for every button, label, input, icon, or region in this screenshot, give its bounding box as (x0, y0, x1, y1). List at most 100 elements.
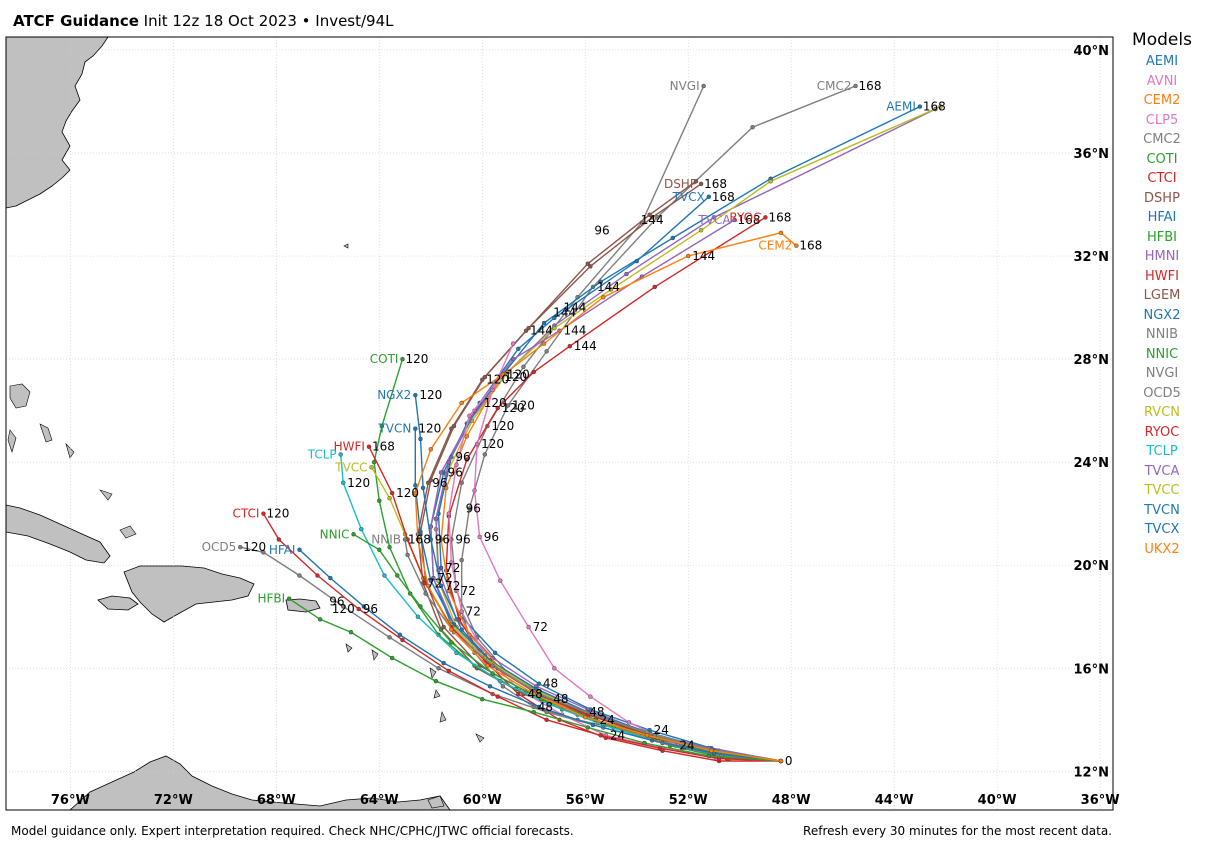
legend-item-aemi: AEMI (1145, 54, 1179, 69)
lon-tick-label: 36°W (1081, 793, 1120, 808)
track-point (711, 215, 717, 220)
tau-label: 144 (692, 249, 715, 263)
tau-label: 144 (564, 301, 587, 315)
track-point (608, 287, 614, 292)
track-point (377, 547, 382, 552)
legend-item-ngx2: NGX2 (1143, 307, 1181, 323)
track-point (431, 575, 436, 581)
legend-item-nvgi: NVGI (1145, 366, 1179, 381)
tau-label: 120 (243, 540, 266, 554)
land-bahamas-3 (39, 423, 53, 443)
model-legend: Models AEMI AVNI CEM2 CLP5 CMC2 COTI CTCI DSHP H… (1118, 30, 1206, 559)
land-lesser-antilles-2 (433, 689, 441, 699)
track-point (585, 261, 591, 266)
track-point (498, 678, 503, 684)
track-label-tvcx: TVCX (672, 190, 705, 204)
track-label-tclp: TCLP (307, 447, 337, 461)
track-point (315, 573, 320, 578)
legend-item-hfbi: HFBI (1146, 229, 1177, 245)
track-point (472, 488, 477, 493)
tau-label: 120 (502, 401, 525, 415)
tau-label: 168 (408, 532, 431, 546)
track-point (480, 697, 485, 702)
track-point (436, 666, 441, 671)
tau-label: 96 (455, 450, 470, 464)
track-point (449, 560, 454, 565)
tau-label: 168 (768, 210, 791, 224)
title-rest: Init 12z 18 Oct 2023 • Invest/94L (143, 12, 394, 30)
tau-label: 96 (329, 594, 344, 608)
track-point (405, 552, 410, 558)
lon-tick-label: 60°W (463, 793, 502, 808)
legend-item-nnic: NNIC (1145, 346, 1179, 362)
track-point (413, 392, 418, 398)
track-ryoc (445, 216, 781, 762)
track-label-nnic: NNIC (320, 527, 350, 541)
lon-tick-label: 76°W (51, 793, 90, 808)
tau-label: 96 (435, 532, 450, 546)
track-point (498, 578, 503, 583)
track-point (698, 228, 704, 233)
track-point (649, 215, 655, 220)
tau-label: 168 (372, 440, 395, 454)
track-point (261, 511, 266, 516)
land-bahamas-4 (65, 442, 75, 459)
track-point (552, 325, 557, 331)
track-point (516, 346, 521, 351)
track-point (778, 230, 784, 236)
legend-item-hwfi: HWFI (1145, 268, 1179, 284)
track-point (389, 490, 395, 496)
legend-item-coti: COTI (1146, 151, 1178, 167)
lat-tick-label: 16°N (1074, 662, 1109, 677)
track-point (794, 243, 799, 248)
track-point (732, 217, 737, 223)
track-point (768, 179, 773, 184)
tau-label: 96 (484, 530, 499, 544)
longitude-tick-labels: 76°W 72°W 68°W 64°W 60°W 56°W 52°W 48°W 44°W 40°W… (51, 793, 1120, 808)
track-point (495, 694, 500, 699)
track-point (598, 279, 603, 284)
track-point (459, 609, 464, 614)
latitude-tick-labels: 12°N 16°N 20°N 24°N 28°N 32°N 36°N 40°N (1074, 44, 1109, 780)
track-point (709, 748, 714, 753)
track-point (379, 423, 385, 429)
track-label-dshp: DSHP (664, 177, 697, 191)
track-point (634, 258, 639, 264)
track-point (601, 295, 606, 300)
tau-label: 96 (363, 602, 378, 616)
legend-item-tclp: TCLP (1146, 444, 1178, 459)
tau-label: 144 (530, 324, 553, 338)
tau-label: 120 (484, 396, 507, 410)
track-label-cmc2: CMC2 (817, 79, 852, 93)
track-point (428, 477, 433, 483)
legend-item-cmc2: CMC2 (1143, 132, 1181, 147)
legend-item-ctci: CTCI (1147, 171, 1177, 186)
track-point (701, 83, 706, 89)
tau-label: 96 (455, 532, 470, 546)
tau-label: 120 (507, 368, 530, 382)
track-point (917, 104, 923, 109)
track-point (400, 356, 405, 362)
track-point (706, 753, 712, 759)
tau-label: 168 (923, 100, 946, 114)
track-point (490, 663, 495, 668)
track-point (446, 668, 451, 674)
lon-tick-label: 40°W (978, 793, 1017, 808)
legend-item-tvcx: TVCX (1144, 522, 1180, 537)
track-point (495, 405, 500, 411)
track-point (348, 630, 354, 635)
track-point (238, 544, 243, 550)
tau-label: 120 (419, 388, 442, 402)
track-point (464, 434, 470, 439)
track-label-ryoc: RYOC (729, 210, 761, 224)
track-ukx2 (414, 373, 782, 762)
track-point (297, 573, 302, 578)
land-puerto-rico (285, 598, 321, 613)
legend-item-rvcn: RVCN (1143, 405, 1181, 420)
track-point (441, 624, 446, 630)
tau-label: 120 (332, 602, 355, 616)
land-trinidad (427, 795, 445, 809)
track-point (369, 465, 374, 470)
track-point (500, 684, 506, 689)
legend-item-tvcc: TVCC (1144, 483, 1180, 498)
